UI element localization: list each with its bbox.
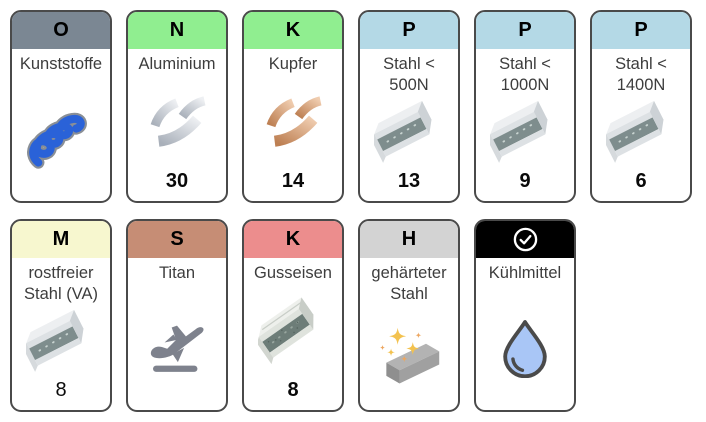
card-header: K	[244, 12, 342, 49]
card-count: 13	[397, 170, 421, 192]
card-letter: P	[634, 19, 648, 41]
card-titan[interactable]: S Titan	[126, 219, 228, 412]
card-letter: P	[518, 19, 532, 41]
card-stahl-1400n[interactable]: P Stahl < 1400N 6	[590, 10, 692, 203]
card-gehaerteter-stahl[interactable]: H gehärteter Stahl	[358, 219, 460, 412]
card-kunststoffe[interactable]: O Kunststoffe	[10, 10, 112, 203]
card-count: 9	[519, 170, 531, 192]
airplane-icon	[128, 284, 226, 410]
card-letter: K	[285, 19, 301, 41]
card-header: P	[592, 12, 690, 49]
card-kuehlmittel[interactable]: Kühlmittel	[474, 219, 576, 412]
card-letter: S	[170, 228, 184, 250]
card-label: Kühlmittel	[488, 264, 562, 282]
card-label: Stahl < 500N	[383, 55, 435, 94]
card-header: P	[476, 12, 574, 49]
copper-chips-icon	[244, 75, 342, 170]
card-letter: M	[52, 228, 70, 250]
check-circle-icon	[513, 227, 537, 252]
card-header: N	[128, 12, 226, 49]
card-letter: N	[169, 19, 185, 41]
steel-beam-icon	[476, 95, 574, 170]
card-count: 30	[165, 170, 189, 192]
card-label: Gusseisen	[254, 264, 332, 282]
card-count: 8	[287, 379, 299, 401]
card-label: Stahl < 1000N	[499, 55, 551, 94]
card-label: Aluminium	[138, 55, 216, 73]
card-label: gehärteter Stahl	[371, 264, 447, 303]
card-label: Titan	[158, 264, 196, 282]
card-label: rostfreier Stahl (VA)	[24, 264, 98, 303]
card-letter: P	[402, 19, 416, 41]
steel-beam-icon	[12, 304, 110, 379]
card-gusseisen[interactable]: K Gusseisen 8	[242, 219, 344, 412]
card-header: O	[12, 12, 110, 49]
steel-beam-icon	[360, 95, 458, 170]
card-letter: O	[53, 19, 69, 41]
card-count: 14	[281, 170, 305, 192]
card-header	[476, 221, 574, 258]
card-stahl-500n[interactable]: P Stahl < 500N 13	[358, 10, 460, 203]
card-count: 6	[635, 170, 647, 192]
card-stahl-1000n[interactable]: P Stahl < 1000N 9	[474, 10, 576, 203]
water-drop-icon	[476, 284, 574, 410]
card-label: Stahl < 1400N	[615, 55, 667, 94]
cast-iron-beam-icon	[244, 284, 342, 379]
card-label: Kupfer	[268, 55, 318, 73]
hardened-steel-icon	[360, 304, 458, 410]
card-count: 8	[55, 379, 67, 401]
card-header: M	[12, 221, 110, 258]
aluminium-chips-icon	[128, 75, 226, 170]
card-header: S	[128, 221, 226, 258]
card-header: P	[360, 12, 458, 49]
card-letter: H	[401, 228, 417, 250]
plastic-swarf-icon	[12, 75, 110, 201]
steel-beam-icon	[592, 95, 690, 170]
card-kupfer[interactable]: K Kupfer 14	[242, 10, 344, 203]
card-letter: K	[285, 228, 301, 250]
card-rostfreier-stahl-va[interactable]: M rostfreier Stahl (VA) 8	[10, 219, 112, 412]
card-header: H	[360, 221, 458, 258]
card-header: K	[244, 221, 342, 258]
card-label: Kunststoffe	[19, 55, 103, 73]
card-aluminium[interactable]: N Aluminium 30	[126, 10, 228, 203]
